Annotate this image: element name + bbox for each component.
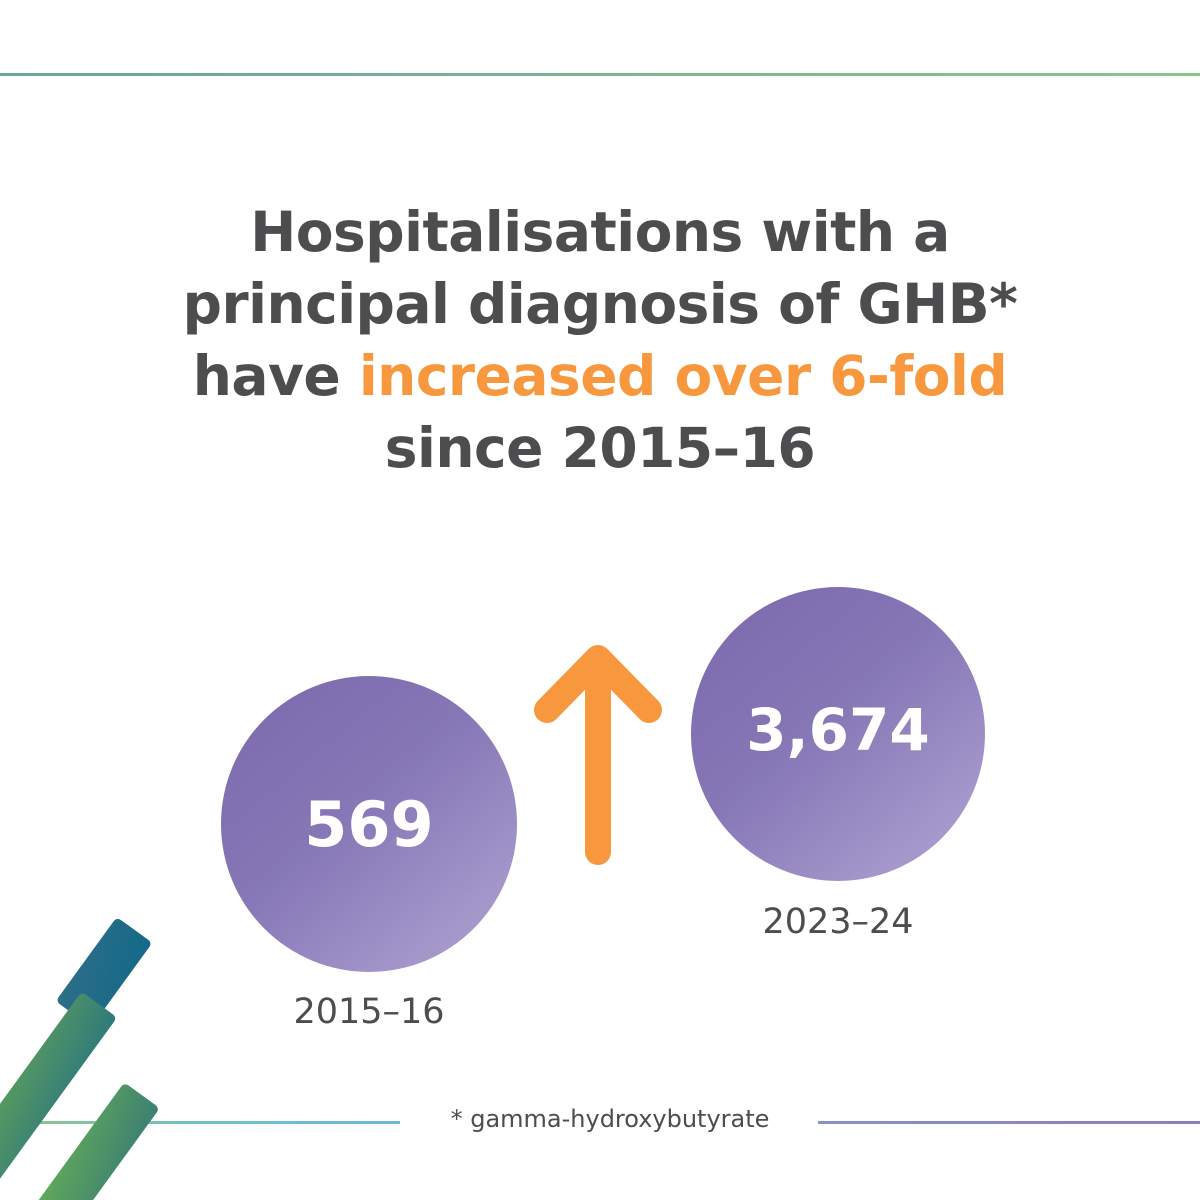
headline-line-3: have increased over 6-fold: [100, 340, 1100, 412]
stat-period-later: 2023–24: [762, 902, 914, 942]
footnote: * gamma-hydroxybutyrate: [450, 1105, 770, 1133]
headline-line-1: Hospitalisations with a: [250, 200, 950, 264]
decorative-bar-green-1: [0, 993, 116, 1200]
decorative-bars: [0, 918, 158, 1200]
headline-line-3-prefix: have: [192, 344, 359, 408]
stat-circle-later: 3,674: [691, 587, 985, 881]
decorative-bar-green-2: [32, 1084, 158, 1200]
headline-line-4: since 2015–16: [384, 416, 816, 480]
arrow-up-icon: [534, 645, 662, 865]
footer-divider-right: [818, 1121, 1200, 1124]
footer-divider-left: [0, 1121, 400, 1124]
stat-value-later: 3,674: [746, 696, 930, 764]
headline-line-2: principal diagnosis of GHB*: [182, 272, 1018, 336]
stat-period-earlier: 2015–16: [293, 992, 445, 1032]
top-divider: [0, 73, 1200, 76]
stat-value-earlier: 569: [304, 787, 434, 861]
stat-circle-earlier: 569: [221, 676, 517, 972]
headline: Hospitalisations with a principal diagno…: [100, 196, 1100, 484]
headline-highlight: increased over 6-fold: [358, 344, 1008, 408]
